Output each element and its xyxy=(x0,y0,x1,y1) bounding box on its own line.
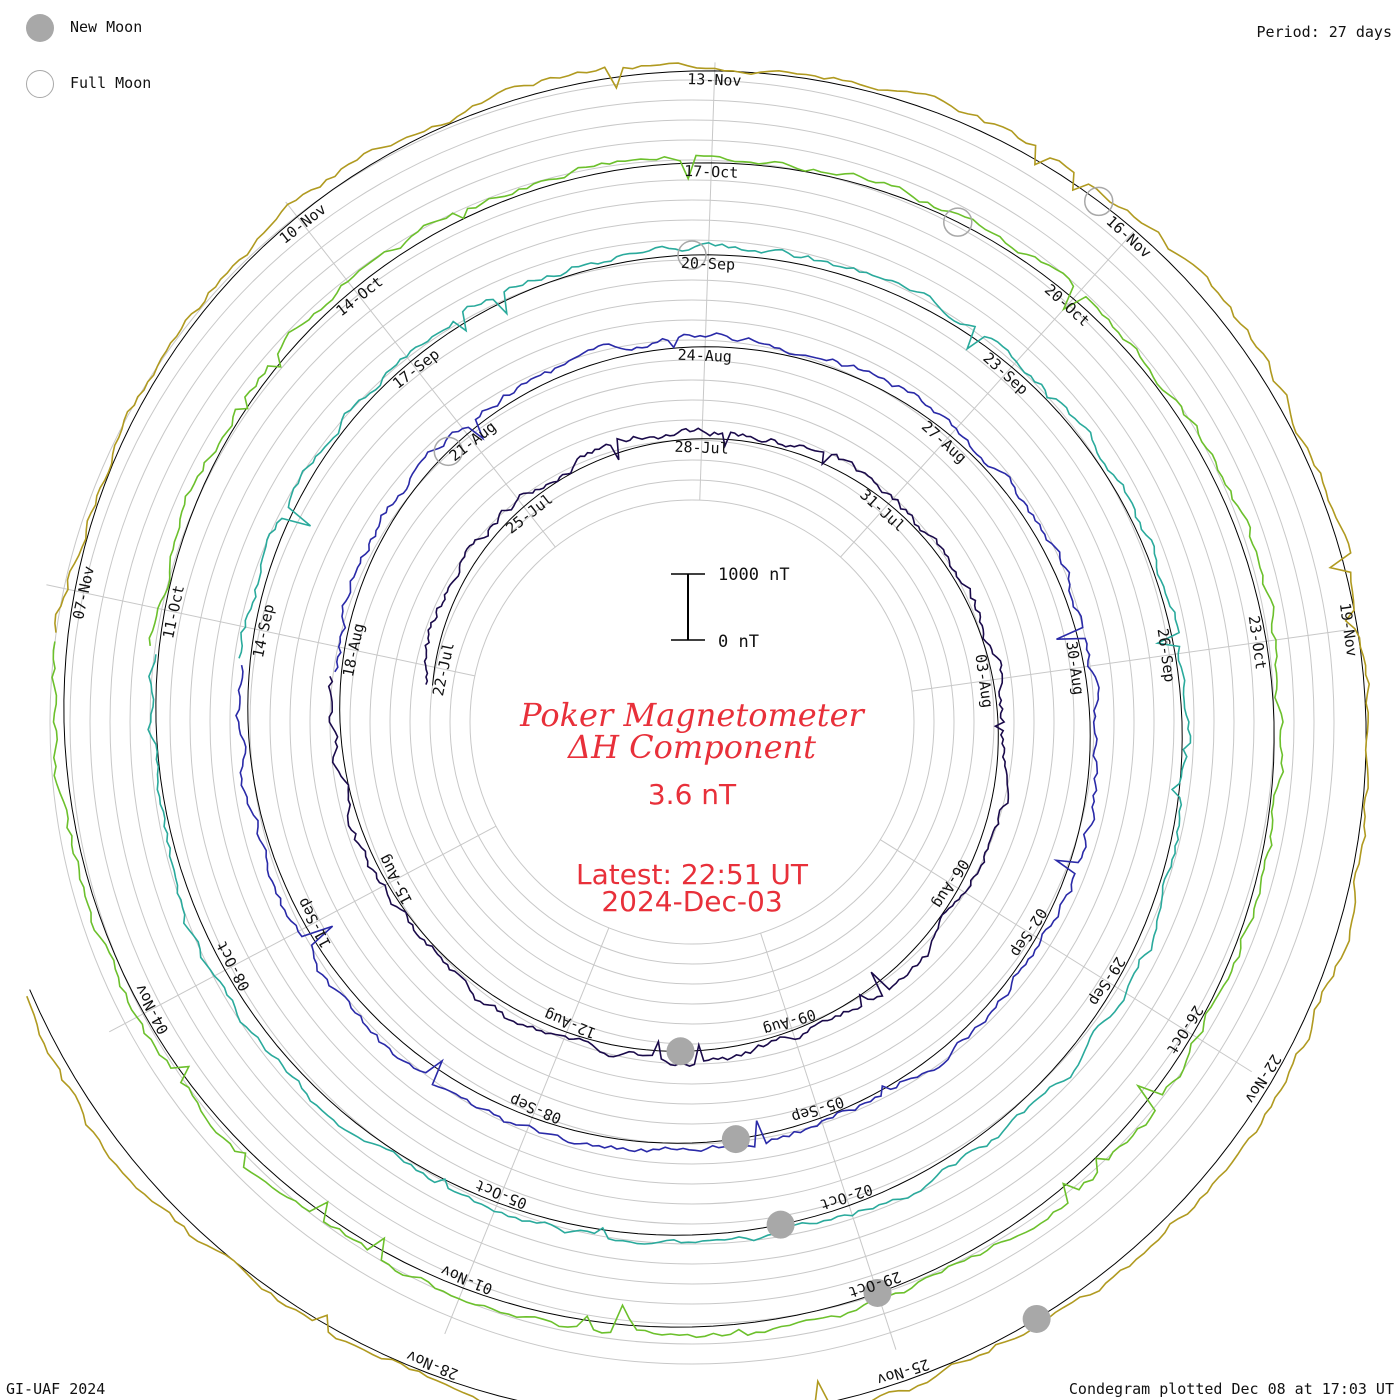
grid-ring xyxy=(389,419,995,1025)
date-label: 17-Oct xyxy=(684,162,739,182)
plotted-label: Condegram plotted Dec 08 at 17:03 UT xyxy=(1068,1380,1394,1398)
grid-ring xyxy=(169,199,1215,1245)
current-value: 3.6 nT xyxy=(648,778,737,811)
legend-full-moon-label: Full Moon xyxy=(70,74,152,92)
grid-ring xyxy=(309,339,1075,1105)
grid-spoke xyxy=(911,629,1346,692)
date-label: 03-Aug xyxy=(971,653,996,709)
new-moon-marker xyxy=(666,1037,695,1066)
date-label: 09-Aug xyxy=(761,1005,818,1039)
new-moon-marker xyxy=(721,1125,750,1154)
date-label: 04-Nov xyxy=(131,981,172,1037)
new-moon-marker xyxy=(1022,1304,1051,1333)
date-label: 20-Oct xyxy=(1041,281,1093,331)
period-label: Period: 27 days xyxy=(1256,23,1392,41)
grid-ring xyxy=(229,259,1155,1185)
trace-rotation-0 xyxy=(327,427,1010,1067)
date-label: 05-Sep xyxy=(789,1093,846,1127)
full-moon-marker xyxy=(677,240,707,270)
date-label: 26-Oct xyxy=(1163,1002,1207,1057)
grid-ring xyxy=(89,119,1295,1325)
date-label: 20-Sep xyxy=(681,254,736,274)
grid-ring xyxy=(189,219,1195,1225)
grid-spoke xyxy=(109,825,497,1033)
date-label: 30-Aug xyxy=(1062,640,1087,696)
full-moon-marker xyxy=(1083,186,1114,217)
date-label: 15-Aug xyxy=(375,851,416,907)
grid-spoke xyxy=(285,201,556,548)
grid-ring xyxy=(409,439,975,1005)
trace-layer xyxy=(26,62,1371,1400)
date-label: 16-Nov xyxy=(1103,212,1155,262)
grid-spoke xyxy=(880,839,1252,1073)
latest-date: 2024-Dec-03 xyxy=(601,885,782,918)
grid-ring xyxy=(449,479,935,965)
new-moon-icon xyxy=(26,14,54,42)
trace-rotation-1 xyxy=(235,332,1100,1153)
full-moon-icon xyxy=(26,70,54,98)
date-label: 12-Aug xyxy=(542,1005,599,1042)
full-moon-marker xyxy=(943,207,973,237)
grid-ring xyxy=(209,239,1175,1205)
baseline-layer xyxy=(29,70,1367,1400)
chart-title: Poker Magnetometer xyxy=(519,696,865,734)
latest-time: Latest: 22:51 UT xyxy=(576,858,809,891)
full-moon-marker xyxy=(433,436,464,467)
date-label: 10-Nov xyxy=(276,200,330,248)
date-label: 23-Oct xyxy=(1245,614,1270,670)
grid-spoke xyxy=(444,927,610,1335)
date-label: 08-Sep xyxy=(507,1091,564,1128)
date-label: 11-Oct xyxy=(159,583,188,640)
grid-spoke xyxy=(840,231,1134,558)
trace-rotation-3 xyxy=(51,154,1285,1339)
trace-rotation-2 xyxy=(147,241,1192,1245)
baseline-spiral xyxy=(29,70,1367,1400)
date-label: 26-Sep xyxy=(1154,627,1179,683)
chart-subtitle: ΔH Component xyxy=(566,728,816,766)
grid-spoke xyxy=(699,62,716,501)
grid-ring xyxy=(429,459,955,985)
grid-ring xyxy=(49,79,1335,1365)
grid-ring xyxy=(69,99,1315,1345)
date-label: 14-Sep xyxy=(249,603,278,660)
date-label: 28-Jul xyxy=(674,438,729,458)
grid-ring xyxy=(249,279,1135,1165)
scale-bottom-label: 0 nT xyxy=(718,632,759,652)
grid-ring xyxy=(349,379,1035,1065)
date-label: 25-Jul xyxy=(502,490,556,538)
date-label: 24-Aug xyxy=(677,346,732,366)
date-label: 13-Nov xyxy=(687,70,742,90)
grid-layer xyxy=(46,62,1346,1365)
scale-bar: 1000 nT 0 nT xyxy=(671,565,790,652)
moon-layer xyxy=(433,186,1114,1333)
date-label: 14-Oct xyxy=(333,273,387,321)
legend-new-moon-label: New Moon xyxy=(70,18,143,36)
grid-ring xyxy=(469,499,915,945)
trace-rotation-4 xyxy=(26,62,1371,1400)
date-label: 17-Sep xyxy=(389,345,443,393)
grid-ring xyxy=(269,299,1115,1145)
date-label: 19-Nov xyxy=(1336,602,1361,658)
date-label: 11-Sep xyxy=(294,895,335,951)
credit-label: GI-UAF 2024 xyxy=(6,1380,106,1398)
new-moon-marker xyxy=(863,1278,892,1307)
grid-spoke xyxy=(46,584,475,677)
grid-ring xyxy=(129,159,1255,1285)
new-moon-marker xyxy=(766,1210,795,1239)
scale-top-label: 1000 nT xyxy=(718,565,790,585)
date-label: 22-Nov xyxy=(1241,1051,1285,1106)
date-label: 22-Jul xyxy=(429,641,458,698)
date-label: 07-Nov xyxy=(69,564,98,621)
